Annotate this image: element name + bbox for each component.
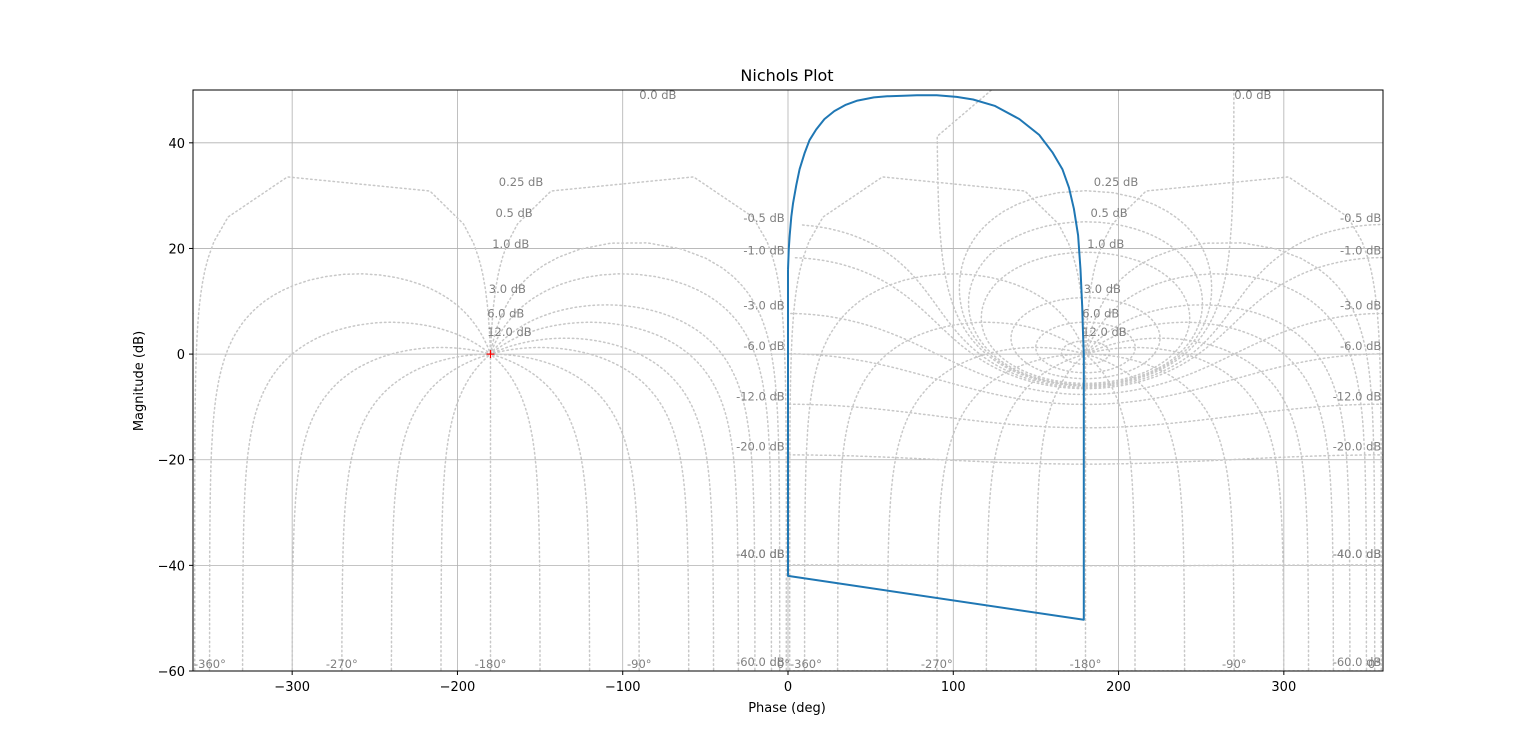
x-tick-label: −300 [274,680,310,695]
grid-label-negative-right: -6.0 dB [1340,339,1381,353]
x-tick-label: 100 [941,680,966,695]
grid-label-negative-mid: -3.0 dB [743,299,784,313]
nichols-magnitude-contour [1085,353,1383,406]
x-axis-label: Phase (deg) [748,701,826,716]
y-tick-label: 40 [168,137,185,152]
grid-label-phase: -360° [194,657,226,671]
nichols-phase-contour [489,321,740,671]
grid-label-negative-right: -40.0 dB [1333,547,1382,561]
grid-label-negative-right: -1.0 dB [1340,243,1381,257]
grid-label-phase: 0° [1368,657,1381,671]
nichols-phase-contour [836,321,1087,671]
nichols-magnitude-contour [1084,223,1383,388]
grid-label-phase: -90° [627,657,652,671]
grid-label-negative-mid: -6.0 dB [743,339,784,353]
grid-label-negative-mid: -40.0 dB [736,547,785,561]
nichols-phase-contour [208,273,492,671]
y-tick-label: −40 [158,559,185,574]
grid-label-magnitude-right: 0.5 dB [1091,206,1128,220]
grid-label-phase: -90° [1222,657,1247,671]
x-tick-label: 300 [1271,680,1296,695]
grid-label-magnitude-left: 0.25 dB [499,175,544,189]
grid-label-phase: -270° [921,657,953,671]
nichols-phase-contour [291,346,491,671]
grid-label-magnitude-right: 3.0 dB [1084,282,1121,296]
nichols-magnitude-contour [958,189,1213,386]
grid-label-negative-right: -60.0 dB [1333,655,1382,669]
y-axis-label: Magnitude (dB) [132,331,147,431]
x-tick-label: −200 [440,680,476,695]
nichols-phase-contour [193,176,492,671]
nichols-phase-contour [490,353,591,671]
y-tick-label: 20 [168,242,185,257]
nichols-phase-contour [490,353,640,671]
chart-title: Nichols Plot [740,66,833,85]
grid-label-magnitude-right: 12.0 dB [1082,325,1127,339]
grid-label-magnitude-left: 6.0 dB [487,307,524,321]
grid-label-phase: 0° [777,657,790,671]
y-tick-label: −60 [158,665,185,680]
grid-label-magnitude-right: 0.25 dB [1094,175,1139,189]
nichols-phase-contour [1084,321,1335,671]
grid-label-negative-mid: -60.0 dB [736,655,785,669]
nichols-phase-contour [440,353,492,671]
grid-label-negative-right: -20.0 dB [1333,440,1382,454]
nichols-phase-contour [1085,346,1285,671]
nichols-phase-contour [489,273,773,671]
grid-label-magnitude-left: 0.5 dB [496,206,533,220]
nichols-phase-contour [489,242,781,671]
grid-label-phase: -360° [790,657,822,671]
grid-label-negative-right: -12.0 dB [1333,390,1382,404]
nichols-phase-contour [1084,337,1310,671]
grid-label-magnitude-left: 3.0 dB [489,282,526,296]
y-tick-label: 0 [177,348,185,363]
nichols-grid-labels: 0.0 dB 0.25 dB 0.5 dB 1.0 dB 3.0 dB 6.0 dB 12.… [194,88,1381,671]
y-tick-label: −20 [158,454,185,469]
grid-label-phase: -180° [475,657,507,671]
nichols-phase-contour [241,321,492,671]
grid-label-negative-mid: -40.0 dB [736,547,785,561]
grid-label-negative-right: -0.5 dB [1340,211,1381,225]
grid-label-negative-mid: -1.0 dB [743,243,784,257]
grid-label-magnitude-left: 1.0 dB [492,237,529,251]
grid-label-magnitude-right: 0.0 dB [1234,88,1271,102]
x-tick-label: 0 [784,680,792,695]
series-line [787,94,1085,621]
nichols-magnitude-contour [967,221,1204,386]
nichols-phase-contour [489,337,715,671]
nichols-phase-contour [1084,242,1376,671]
grid-label-negative-mid: -20.0 dB [736,440,785,454]
nichols-phase-contour [490,346,690,671]
grid-label-magnitude-right: 6.0 dB [1082,307,1119,321]
nichols-phase-contour [1084,353,1136,671]
nichols-phase-contour [1085,353,1235,671]
nichols-phase-contour [886,346,1086,671]
nichols-phase-contour [341,353,491,671]
nichols-phase-contour [936,353,1086,671]
grid-label-magnitude-left: 12.0 dB [487,325,532,339]
grid-label-negative-right: -3.0 dB [1340,299,1381,313]
data-layer [486,94,1085,621]
nichols-phase-contour [1084,273,1368,671]
nichols-phase-contour [1035,353,1087,671]
grid-label-magnitude-left: 0.0 dB [639,88,676,102]
grid-label-negative-mid: -12.0 dB [736,390,785,404]
grid-label-magnitude-right: 1.0 dB [1087,237,1124,251]
grid-label-negative-right: -40.0 dB [1333,547,1382,561]
nichols-grid [193,90,1383,671]
nichols-phase-contour [489,353,541,671]
nichols-phase-contour [985,353,1086,671]
grid-label-phase: -180° [1070,657,1102,671]
x-tick-label: −100 [605,680,641,695]
nichols-phase-contour [788,176,1087,671]
nichols-phase-contour [390,353,491,671]
grid-label-phase: -270° [326,657,358,671]
grid-label-negative-mid: -0.5 dB [743,211,784,225]
x-tick-label: 200 [1106,680,1131,695]
nichols-phase-contour [1085,353,1186,671]
